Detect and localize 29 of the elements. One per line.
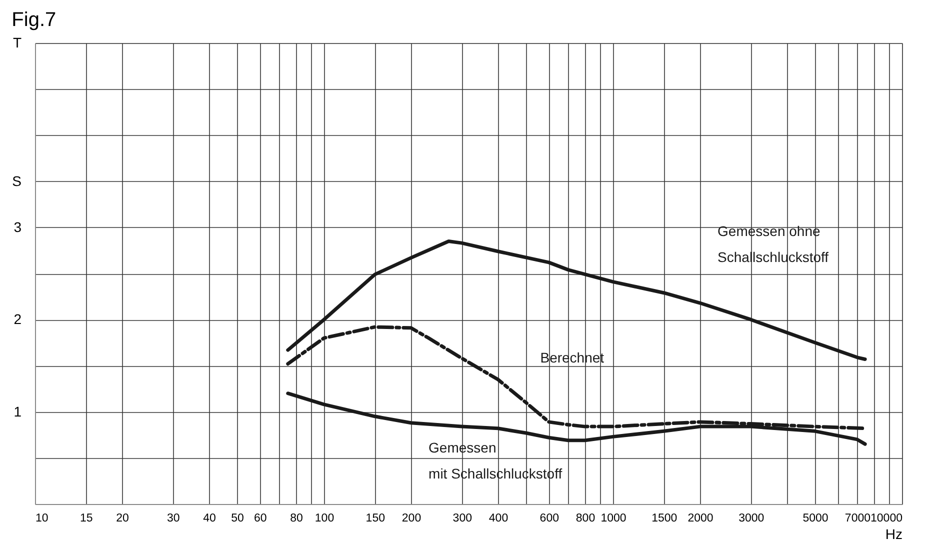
x-tick-label: 300 [452, 512, 472, 524]
x-tick-label: 20 [116, 512, 129, 524]
y-tick-label: T [12, 34, 22, 50]
x-tick-label: 1000 [600, 512, 626, 524]
chart-title: Fig.7 [12, 9, 56, 31]
x-tick-label: 10 [36, 512, 48, 524]
x-tick-label: 15 [80, 512, 93, 524]
x-tick-label: 800 [576, 512, 596, 524]
x-tick-label: 40 [203, 512, 216, 524]
x-tick-label: 30 [166, 512, 180, 524]
x-tick-label: 60 [254, 512, 267, 524]
x-tick-label: 50 [231, 512, 244, 524]
x-tick-label: 1500 [652, 512, 678, 524]
x-tick-label: 5000 [802, 512, 828, 524]
y-tick-label: S [12, 172, 22, 189]
x-tick-label: 400 [488, 512, 508, 524]
y-tick-label: 2 [14, 311, 22, 328]
x-tick-label: 7000 [844, 512, 871, 524]
x-tick-label: 200 [402, 512, 422, 524]
x-tick-label: 600 [540, 512, 559, 524]
x-tick-label: 3000 [738, 512, 764, 524]
x-tick-label: 150 [366, 512, 385, 524]
x-tick-label: 100 [314, 512, 334, 524]
x-tick-label: 10000 [870, 512, 902, 524]
x-tick-label: 80 [290, 512, 303, 524]
x-tick-label: 2000 [688, 512, 714, 524]
y-tick-label: 1 [14, 403, 22, 420]
x-axis-title: Hz [885, 526, 902, 542]
y-tick-label: 3 [14, 218, 22, 235]
